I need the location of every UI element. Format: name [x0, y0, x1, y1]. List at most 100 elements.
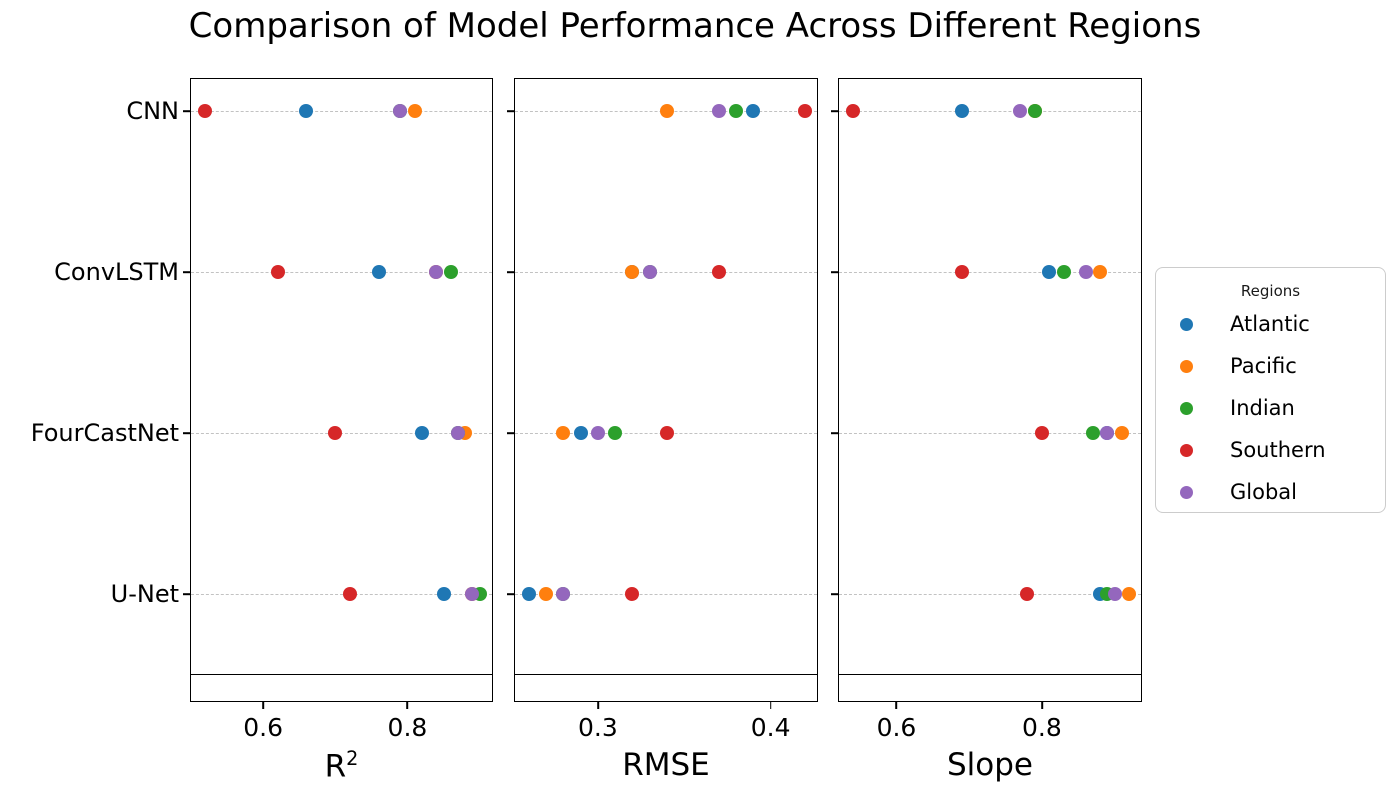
gridline [839, 272, 1141, 273]
point-indian-fourcastnet [1085, 426, 1100, 440]
point-atlantic-u-net [436, 587, 451, 601]
legend-entries: Atlantic Pacific Indian Southern Global [1156, 303, 1385, 513]
x-tick [262, 701, 264, 709]
point-southern-fourcastnet [1034, 426, 1049, 440]
point-southern-fourcastnet [660, 426, 674, 440]
point-indian-convlstm [1056, 265, 1071, 279]
point-southern-cnn [198, 104, 213, 118]
chart-title: Comparison of Model Performance Across D… [188, 6, 1202, 46]
category-label-convlstm: ConvLSTM [54, 258, 179, 286]
legend-entry-atlantic: Atlantic [1156, 303, 1385, 345]
category-label-u-net: U-Net [110, 580, 179, 608]
y-tick [507, 432, 515, 434]
point-pacific-fourcastnet [556, 426, 571, 440]
point-southern-fourcastnet [328, 426, 343, 440]
point-pacific-convlstm [1093, 265, 1108, 279]
point-atlantic-fourcastnet [414, 426, 429, 440]
point-global-u-net [465, 587, 480, 601]
gridline [191, 594, 492, 595]
inner-baseline [515, 674, 817, 675]
y-tick [507, 593, 515, 595]
point-global-cnn [1013, 104, 1028, 118]
x-tick-label: 0.8 [387, 713, 428, 742]
category-label-fourcastnet: FourCastNet [30, 419, 179, 447]
point-global-convlstm [642, 265, 657, 279]
point-southern-cnn [845, 104, 860, 118]
y-tick [831, 432, 839, 434]
legend-marker-indian [1180, 401, 1193, 415]
y-tick [831, 110, 839, 112]
y-tick [507, 110, 515, 112]
x-axis-label-rmse: RMSE [622, 747, 710, 783]
legend-label: Southern [1230, 438, 1326, 462]
point-global-convlstm [429, 265, 444, 279]
point-pacific-cnn [407, 104, 422, 118]
x-tick [769, 701, 772, 709]
point-atlantic-cnn [746, 104, 761, 118]
gridline [515, 272, 817, 273]
legend-label: Indian [1230, 396, 1295, 420]
point-global-fourcastnet [1100, 426, 1115, 440]
point-southern-convlstm [711, 265, 726, 279]
point-atlantic-convlstm [371, 265, 386, 279]
inner-baseline [839, 674, 1141, 675]
legend-marker-atlantic [1180, 317, 1193, 331]
point-pacific-u-net [539, 587, 554, 601]
legend-marker-southern [1180, 443, 1193, 457]
point-pacific-fourcastnet [1114, 426, 1129, 440]
y-tick [183, 432, 191, 434]
point-indian-fourcastnet [608, 426, 623, 440]
y-tick [183, 593, 191, 595]
x-tick [1041, 701, 1043, 709]
point-southern-u-net [625, 587, 640, 601]
point-pacific-cnn [660, 104, 674, 118]
point-southern-convlstm [270, 265, 285, 279]
gridline [191, 111, 492, 112]
point-indian-cnn [729, 104, 744, 118]
x-tick [895, 701, 898, 709]
point-global-u-net [1107, 587, 1122, 601]
point-global-u-net [556, 587, 571, 601]
legend-title: Regions [1240, 282, 1301, 300]
x-tick-label: 0.6 [243, 713, 284, 742]
x-tick [406, 701, 409, 709]
subplot-r: CNN ConvLSTM FourCastNet U-Net 0.6 0.8 R2 [31, 78, 493, 784]
y-tick [831, 271, 839, 273]
legend-label: Global [1230, 480, 1297, 504]
point-global-convlstm [1078, 265, 1093, 279]
legend-label: Pacific [1230, 354, 1297, 378]
point-atlantic-fourcastnet [573, 426, 588, 440]
x-tick-label: 0.4 [750, 713, 791, 742]
legend-entry-global: Global [1156, 471, 1385, 513]
x-tick-label: 0.8 [1022, 713, 1062, 742]
x-tick [597, 701, 599, 709]
category-label-cnn: CNN [126, 97, 179, 125]
point-southern-cnn [798, 104, 813, 118]
point-pacific-u-net [1122, 587, 1137, 601]
x-axis-label-slope: Slope [946, 747, 1034, 783]
point-indian-convlstm [443, 265, 458, 279]
point-southern-convlstm [954, 265, 969, 279]
gridline [839, 111, 1141, 112]
gridline [191, 272, 492, 273]
y-tick [183, 271, 191, 273]
x-axis-label-r: R2 [324, 747, 359, 785]
point-atlantic-convlstm [1042, 265, 1057, 279]
point-southern-u-net [1020, 587, 1035, 601]
point-global-fourcastnet [450, 426, 465, 440]
point-southern-u-net [342, 587, 357, 601]
gridline [839, 433, 1141, 434]
x-tick-label: 0.6 [876, 713, 917, 742]
point-pacific-convlstm [625, 265, 640, 279]
legend-label: Atlantic [1230, 312, 1310, 336]
gridline [515, 594, 817, 595]
point-atlantic-u-net [521, 587, 536, 601]
y-tick [831, 593, 839, 595]
legend-marker-global [1180, 485, 1193, 499]
subplot-slope: 0.6 0.8 Slope [831, 78, 1142, 783]
inner-baseline [191, 674, 492, 675]
point-global-fourcastnet [590, 426, 605, 440]
subplot-rmse: 0.3 0.4 RMSE [507, 78, 818, 783]
gridline [839, 594, 1141, 595]
